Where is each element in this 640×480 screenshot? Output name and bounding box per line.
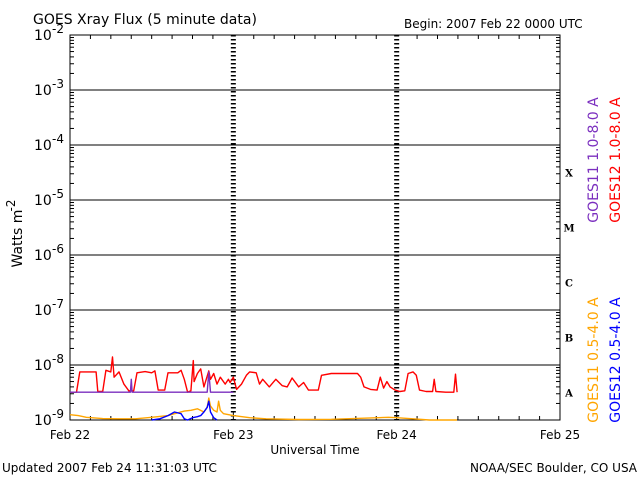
x-axis-label: Universal Time — [270, 443, 359, 457]
series-goes12-0-5-4-0-a — [151, 400, 218, 421]
flare-class-X: X — [565, 169, 573, 180]
y-tick-label: 10 — [34, 83, 52, 99]
y-tick-label: 10 — [34, 358, 52, 374]
y-tick-label: 10 — [34, 413, 52, 429]
legend-entry: GOES12 1.0-8.0 A — [608, 97, 624, 223]
y-axis-label-exponent: -2 — [4, 200, 18, 212]
flare-class-B: B — [565, 334, 573, 345]
x-tick-label: Feb 25 — [540, 428, 580, 442]
series-goes11-0-5-4-0-a — [69, 397, 458, 421]
flare-class-M: M — [563, 224, 574, 235]
y-tick-exponent: -7 — [52, 297, 64, 311]
updated-label: Updated 2007 Feb 24 11:31:03 UTC — [2, 461, 217, 475]
plot-frame — [69, 34, 561, 421]
y-tick-label: 10 — [34, 193, 52, 209]
y-axis-label: Watts m — [10, 210, 26, 268]
x-tick-label: Feb 23 — [213, 428, 253, 442]
legend-entry: GOES11 0.5-4.0 A — [586, 297, 602, 423]
y-tick-exponent: -9 — [52, 407, 64, 421]
y-tick-exponent: -4 — [52, 132, 64, 146]
flare-class-C: C — [565, 279, 573, 290]
legend-entry: GOES12 0.5-4.0 A — [608, 297, 624, 423]
chart-title: GOES Xray Flux (5 minute data) — [33, 12, 257, 28]
y-tick-label: 10 — [34, 303, 52, 319]
x-tick-label: Feb 24 — [376, 428, 416, 442]
y-tick-exponent: -8 — [52, 352, 64, 366]
y-tick-exponent: -3 — [52, 77, 64, 91]
y-tick-exponent: -6 — [52, 242, 64, 256]
legend-entry: GOES11 1.0-8.0 A — [586, 97, 602, 223]
series-goes11-1-0-8-0-a — [70, 371, 234, 393]
y-axis-label-group: Watts m-2 — [4, 200, 26, 268]
y-tick-label: 10 — [34, 248, 52, 264]
y-tick-label: 10 — [34, 138, 52, 154]
y-tick-exponent: -5 — [52, 187, 64, 201]
flare-class-A: A — [564, 389, 573, 400]
series-goes12-1-0-8-0-a — [70, 356, 458, 393]
y-tick-exponent: -2 — [52, 22, 64, 36]
y-tick-label: 10 — [34, 28, 52, 44]
source-label: NOAA/SEC Boulder, CO USA — [470, 461, 638, 475]
begin-label: Begin: 2007 Feb 22 0000 UTC — [404, 17, 583, 31]
x-tick-label: Feb 22 — [50, 428, 90, 442]
